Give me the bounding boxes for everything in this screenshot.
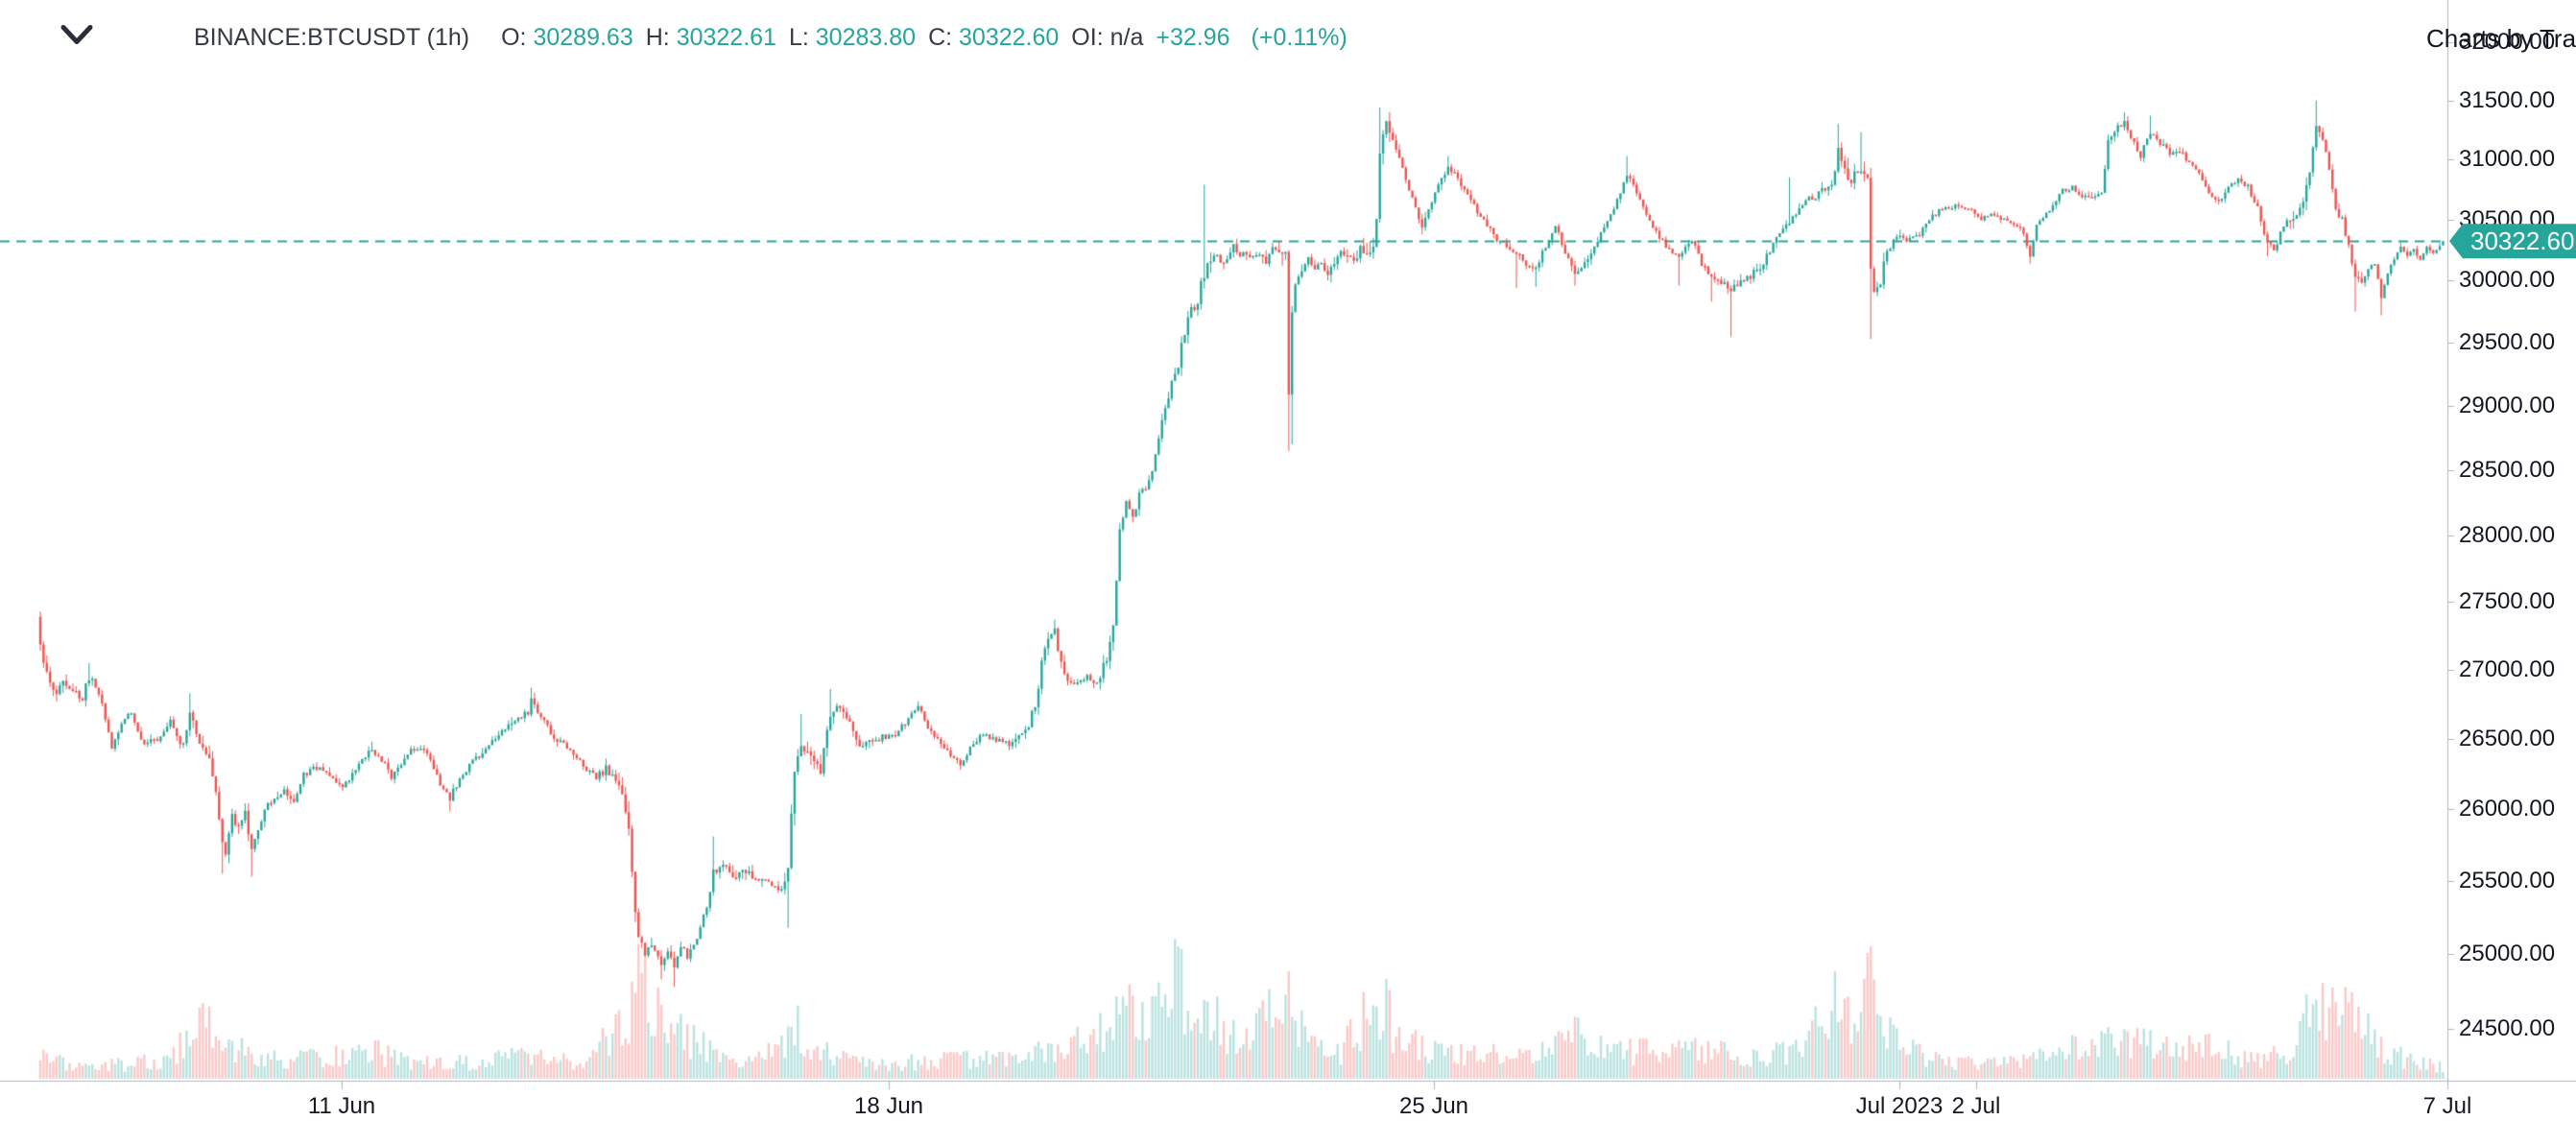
price-axis-label: 28000.00 xyxy=(2459,522,2556,548)
time-axis-label: 7 Jul xyxy=(2422,1093,2472,1119)
high-label: H: xyxy=(645,24,670,51)
change-percent: (+0.11%) xyxy=(1251,24,1348,51)
open-label: O: xyxy=(501,24,527,51)
price-axis-label: 27500.00 xyxy=(2459,588,2556,615)
low-label: L: xyxy=(788,24,809,51)
price-axis-label: 31500.00 xyxy=(2459,86,2556,113)
price-axis-label: 26500.00 xyxy=(2459,725,2556,751)
price-axis-label: 26000.00 xyxy=(2459,796,2556,822)
time-axis[interactable]: 11 Jun 18 Jun 25 Jun Jul 2023 2 Jul 7 Jul xyxy=(0,1082,2576,1144)
price-axis-label: 25500.00 xyxy=(2459,868,2556,894)
price-axis-label: 29000.00 xyxy=(2459,392,2556,418)
attribution-text: Charts by TradingView xyxy=(2426,23,2576,53)
time-axis-label: 25 Jun xyxy=(1398,1093,1469,1119)
price-axis[interactable]: 32000.00 31500.00 31000.00 30500.00 30000.00… xyxy=(2448,0,2576,1081)
price-axis-label: 31000.00 xyxy=(2459,146,2556,173)
price-axis-label: 32000.00 xyxy=(2459,29,2556,55)
high-value: 30322.61 xyxy=(676,24,776,51)
price-axis-label: 28500.00 xyxy=(2459,456,2556,483)
symbol-legend: BINANCE:BTCUSDT (1h) O: 30289.63 H: 30322.… xyxy=(194,22,1348,53)
time-axis-label: 2 Jul xyxy=(1951,1093,2001,1119)
price-axis-label: 27000.00 xyxy=(2459,655,2556,682)
price-axis-label: 30000.00 xyxy=(2459,267,2556,294)
price-axis-label: 24500.00 xyxy=(2459,1015,2556,1041)
time-axis-label: Jul 2023 xyxy=(1855,1093,1944,1119)
symbol-title[interactable]: BINANCE:BTCUSDT (1h) xyxy=(194,24,470,51)
time-axis-label: 11 Jun xyxy=(307,1093,376,1119)
close-value: 30322.60 xyxy=(959,24,1060,51)
chevron-down-icon[interactable] xyxy=(60,24,93,47)
price-axis-label: 29500.00 xyxy=(2459,329,2556,356)
oi-value: n/a xyxy=(1109,24,1144,51)
time-axis-label: 18 Jun xyxy=(853,1093,924,1119)
change-value: +32.96 xyxy=(1156,24,1230,51)
price-axis-label: 25000.00 xyxy=(2459,941,2556,967)
close-label: C: xyxy=(928,24,953,51)
last-price-label: 30322.60 xyxy=(2449,222,2576,260)
oi-label: OI: xyxy=(1071,24,1104,51)
tradingview-attribution-link[interactable]: Charts by TradingView xyxy=(2420,8,2576,69)
low-value: 30283.80 xyxy=(815,24,917,51)
open-value: 30289.63 xyxy=(533,24,633,51)
